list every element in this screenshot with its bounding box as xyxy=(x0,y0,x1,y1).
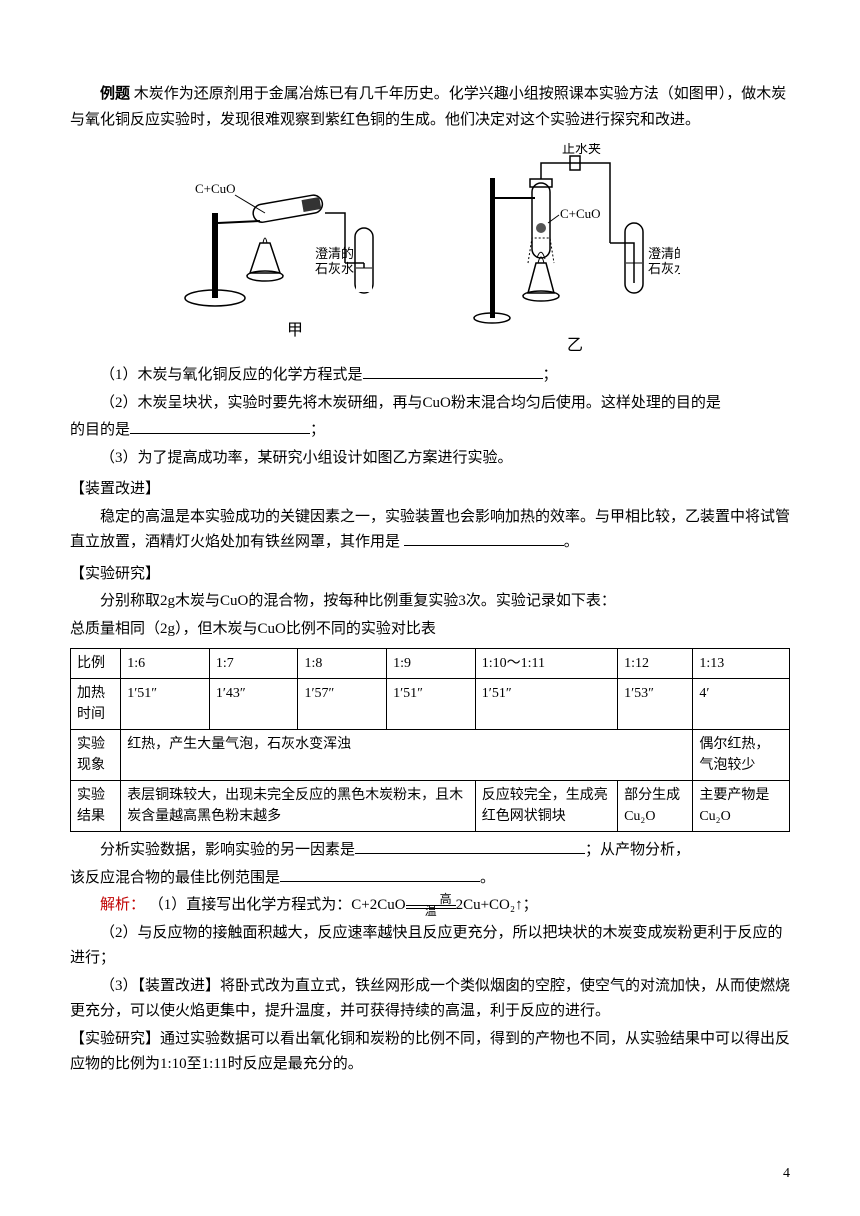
solution-p3: （3）【装置改进】将卧式改为直立式，铁丝网形成一个类似烟囱的空腔，使空气的对流加… xyxy=(70,974,790,1025)
arrow-cond: 高温 xyxy=(406,893,456,917)
experiment-table: 比例 1:6 1:7 1:8 1:9 1:10～1:11 1:12 1:13 加… xyxy=(70,648,790,832)
r1-3: 1′51″ xyxy=(387,679,476,730)
an-blank1 xyxy=(355,839,585,854)
r3-c: 部分生成Cu₂O xyxy=(618,781,693,832)
th-2: 1:7 xyxy=(209,649,298,679)
solution-p1: 解析： （1）直接写出化学方程式为：C+2CuO高温2Cu+CO₂↑； xyxy=(70,893,790,919)
th-3: 1:8 xyxy=(298,649,387,679)
right-formula-text: C+CuO xyxy=(560,206,601,221)
section1-text: 稳定的高温是本实验成功的关键因素之一，实验装置也会影响加热的效率。与甲相比较，乙… xyxy=(70,505,790,556)
q3: （3）为了提高成功率，某研究小组设计如图乙方案进行实验。 xyxy=(70,446,790,472)
right-lime-l2: 石灰水 xyxy=(648,261,680,276)
r3-a: 表层铜珠较大，出现未完全反应的黑色木炭粉末，且木炭含量越高黑色粉末越多 xyxy=(121,781,476,832)
r3-b: 反应较完全，生成亮红色网状铜块 xyxy=(475,781,617,832)
intro-para: 例题 木炭作为还原剂用于金属冶炼已有几千年历史。化学兴趣小组按照课本实验方法（如… xyxy=(70,82,790,133)
right-lime-l1: 澄清的 xyxy=(648,246,680,261)
left-formula-text: C+CuO xyxy=(195,181,236,196)
apparatus-right-svg: 止水夹 C+CuO 澄清的 石灰水 xyxy=(470,143,680,328)
solution-p4: 【实验研究】通过实验数据可以看出氧化铜和炭粉的比例不同，得到的产物也不同，从实验… xyxy=(70,1027,790,1078)
q2-blank xyxy=(130,419,310,434)
th-7: 1:13 xyxy=(693,649,790,679)
page-number: 4 xyxy=(783,1162,790,1186)
an-p2b: 。 xyxy=(480,870,495,886)
r2-last: 偶尔红热，气泡较少 xyxy=(693,730,790,781)
an-p1b: ；从产物分析， xyxy=(585,842,690,858)
q1-prefix: （1）木炭与氧化铜反应的化学方程式是 xyxy=(100,367,363,383)
an-p2a: 该反应混合物的最佳比例范围是 xyxy=(70,870,280,886)
th-6: 1:12 xyxy=(618,649,693,679)
r2-span: 红热，产生大量气泡，石灰水变浑浊 xyxy=(121,730,693,781)
r1-6: 4′ xyxy=(693,679,790,730)
q2-line1: （2）木炭呈块状，实验时要先将木炭研细，再与CuO粉末混合均匀后使用。这样处理的… xyxy=(70,391,790,417)
analysis-p2: 该反应混合物的最佳比例范围是 。 xyxy=(70,866,790,892)
an-blank2 xyxy=(280,867,480,882)
analysis-p1: 分析实验数据，影响实验的另一因素是 ；从产物分析， xyxy=(70,838,790,864)
table-row-result: 实验结果 表层铜珠较大，出现未完全反应的黑色木炭粉末，且木炭含量越高黑色粉末越多… xyxy=(71,781,790,832)
q1-blank xyxy=(363,364,543,379)
th-5: 1:10～1:11 xyxy=(475,649,617,679)
sec1-suffix: 。 xyxy=(564,534,579,550)
table-header-row: 比例 1:6 1:7 1:8 1:9 1:10～1:11 1:12 1:13 xyxy=(71,649,790,679)
left-lime-l2: 石灰水 xyxy=(315,261,354,276)
figure-container: C+CuO 澄清的 石灰水 甲 xyxy=(70,143,790,359)
th-4: 1:9 xyxy=(387,649,476,679)
apparatus-right: 止水夹 C+CuO 澄清的 石灰水 乙 xyxy=(470,143,680,359)
r2-label: 实验现象 xyxy=(71,730,121,781)
r1-2: 1′57″ xyxy=(298,679,387,730)
sol-s1-tail: 2Cu+CO₂↑； xyxy=(456,897,538,913)
right-clip-text: 止水夹 xyxy=(562,143,601,156)
an-p1a: 分析实验数据，影响实验的另一因素是 xyxy=(100,842,355,858)
left-lime-l1: 澄清的 xyxy=(315,246,354,261)
table-row-phenom: 实验现象 红热，产生大量气泡，石灰水变浑浊 偶尔红热，气泡较少 xyxy=(71,730,790,781)
apparatus-left: C+CuO 澄清的 石灰水 甲 xyxy=(180,143,410,359)
example-title: 例题 xyxy=(100,86,130,102)
apparatus-left-svg: C+CuO 澄清的 石灰水 xyxy=(180,143,410,313)
r1-4: 1′51″ xyxy=(475,679,617,730)
section1-head: 【装置改进】 xyxy=(70,477,790,503)
r1-label: 加热时间 xyxy=(71,679,121,730)
q1-suffix: ； xyxy=(543,367,558,383)
sol-s1: （1）直接写出化学方程式为：C+2CuO xyxy=(149,897,406,913)
r3-d: 主要产物是Cu₂O xyxy=(693,781,790,832)
reaction-arrow: 高温 xyxy=(406,903,456,909)
q2-line2: 的目的是； xyxy=(70,418,790,444)
q2-suffix: ； xyxy=(310,422,325,438)
th-1: 1:6 xyxy=(121,649,210,679)
r1-0: 1′51″ xyxy=(121,679,210,730)
intro-text: 木炭作为还原剂用于金属冶炼已有几千年历史。化学兴趣小组按照课本实验方法（如图甲）… xyxy=(70,86,786,128)
q1: （1）木炭与氧化铜反应的化学方程式是 ； xyxy=(70,363,790,389)
r1-5: 1′53″ xyxy=(618,679,693,730)
section2-head: 【实验研究】 xyxy=(70,562,790,588)
th-0: 比例 xyxy=(71,649,121,679)
section2-text: 分别称取2g木炭与CuO的混合物，按每种比例重复实验3次。实验记录如下表： xyxy=(70,589,790,615)
sec1-blank xyxy=(404,531,564,546)
apparatus-left-label: 甲 xyxy=(287,317,303,344)
solution-label: 解析： xyxy=(100,897,145,913)
table-row-time: 加热时间 1′51″ 1′43″ 1′57″ 1′51″ 1′51″ 1′53″… xyxy=(71,679,790,730)
q2-text: （2）木炭呈块状，实验时要先将木炭研细，再与CuO粉末混合均匀后使用。这样处理的… xyxy=(100,395,721,411)
r1-1: 1′43″ xyxy=(209,679,298,730)
r3-label: 实验结果 xyxy=(71,781,121,832)
solution-p2: （2）与反应物的接触面积越大，反应速率越快且反应更充分，所以把块状的木炭变成炭粉… xyxy=(70,921,790,972)
apparatus-right-label: 乙 xyxy=(567,332,583,359)
table-caption: 总质量相同（2g），但木炭与CuO比例不同的实验对比表 xyxy=(70,617,790,643)
